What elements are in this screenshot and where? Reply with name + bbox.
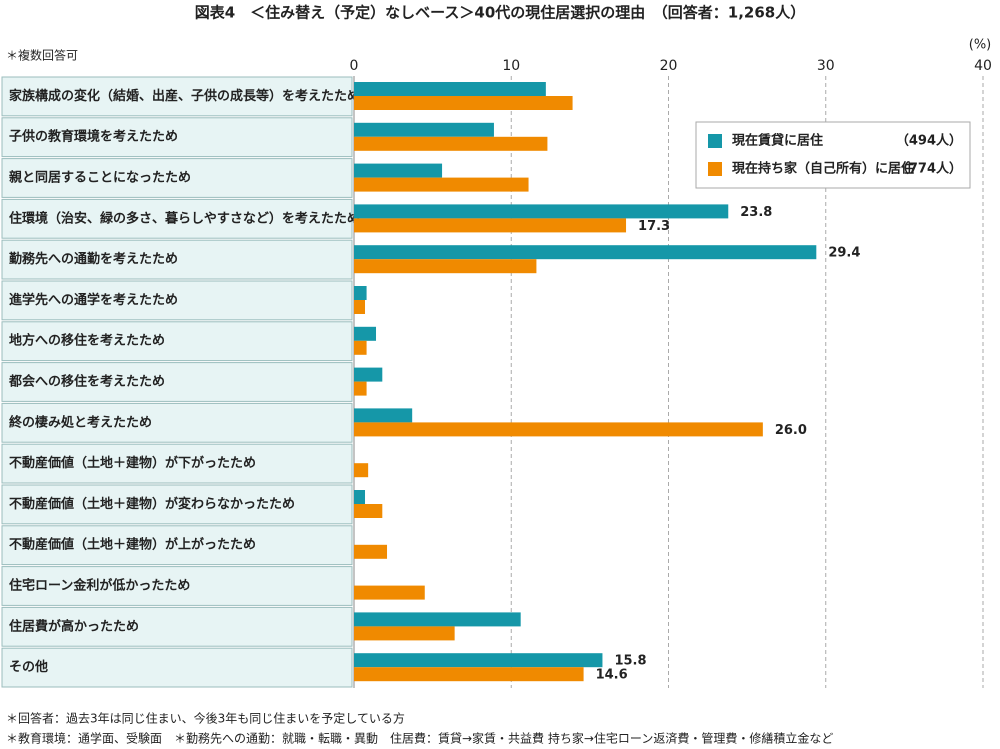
x-tick-label: 40: [974, 58, 992, 74]
category-label: 住環境（治安、緑の多さ、暮らしやすさなど）を考えたため: [9, 210, 360, 226]
legend-count: （774人）: [896, 161, 962, 177]
value-label: 26.0: [775, 423, 807, 438]
category-cell: [1, 443, 353, 484]
bar: [354, 122, 494, 137]
category-cell: [1, 647, 353, 688]
x-tick-label: 20: [660, 58, 678, 74]
category-label: 勤務先への通勤を考えたため: [9, 251, 178, 267]
category-cell: [1, 239, 353, 280]
bar: [354, 612, 521, 627]
category-label: 住宅ローン金利が低かったため: [9, 578, 190, 594]
bar: [354, 667, 584, 682]
bar: [354, 163, 443, 178]
category-label: その他: [9, 659, 48, 675]
bar: [354, 367, 383, 382]
bar: [354, 326, 377, 341]
legend-swatch: [708, 134, 722, 148]
category-label: 不動産価値（土地＋建物）が下がったため: [9, 455, 256, 471]
category-label: 住居費が高かったため: [9, 618, 139, 634]
bar: [354, 245, 817, 260]
footnote: ＊教育環境：通学面、受験面 ＊勤務先への通勤：就職・転職・異動 住居費：賃貸→家…: [6, 731, 833, 746]
x-tick-label: 10: [502, 58, 520, 74]
category-label: 不動産価値（土地＋建物）が変わらなかったため: [9, 496, 295, 512]
category-cell: [1, 566, 353, 606]
bar: [354, 96, 573, 110]
bar: [354, 626, 455, 641]
x-tick-label: 0: [350, 58, 359, 74]
legend-swatch: [708, 162, 722, 176]
bar: [354, 463, 369, 478]
unit-label: (%): [969, 38, 992, 53]
category-label: 子供の教育環境を考えたため: [9, 129, 178, 145]
bar: [354, 544, 388, 559]
category-cell: [1, 362, 353, 402]
category-label: 不動産価値（土地＋建物）が上がったため: [9, 537, 256, 553]
category-cell: [1, 321, 353, 362]
bar: [354, 340, 367, 355]
category-cell: [1, 158, 353, 198]
category-label: 親と同居することになったため: [9, 170, 191, 186]
category-cell: [1, 484, 353, 525]
category-label: 都会への移住を考えたため: [8, 374, 165, 390]
value-label: 15.8: [614, 654, 646, 669]
bar: [354, 259, 537, 274]
category-label: 終の棲み処と考えたため: [9, 414, 152, 430]
category-label: 地方への移住を考えたため: [9, 333, 165, 349]
x-tick-label: 30: [817, 58, 835, 74]
category-cell: [1, 606, 353, 647]
legend-label: 現在持ち家（自己所有）に居住: [732, 161, 914, 177]
legend-box: [695, 121, 971, 189]
legend-label: 現在賃貸に居住: [732, 133, 823, 149]
category-cell: [1, 402, 353, 443]
bar: [354, 585, 425, 600]
chart-title: 図表4 ＜住み替え（予定）なしベース＞40代の現住居選択の理由 （回答者：1,2…: [195, 4, 806, 22]
bar: [354, 490, 366, 504]
category-label: 進学先への通学を考えたため: [9, 292, 178, 308]
bar: [354, 408, 413, 423]
category-cell: [1, 76, 353, 117]
bar: [354, 653, 603, 668]
note: ＊複数回答可: [6, 48, 78, 63]
bar: [354, 381, 367, 396]
category-cell: [1, 280, 353, 321]
value-label: 29.4: [828, 246, 860, 261]
bar: [354, 204, 729, 219]
category-cell: [1, 198, 353, 239]
legend-count: （494人）: [896, 133, 962, 149]
category-cell: [1, 117, 353, 158]
bar: [354, 82, 546, 96]
category-cell: [1, 525, 353, 566]
value-label: 17.3: [638, 219, 670, 234]
bar: [354, 177, 529, 192]
value-label: 14.6: [596, 668, 628, 683]
bar: [354, 422, 763, 437]
footnote: ＊回答者：過去3年は同じ住まい、今後3年も同じ住まいを予定している方: [6, 711, 405, 726]
bar: [354, 218, 627, 233]
category-label: 家族構成の変化（結婚、出産、子供の成長等）を考えたため: [9, 88, 360, 104]
bar: [354, 136, 548, 151]
bar: [354, 286, 367, 300]
bar: [354, 504, 383, 518]
bar: [354, 300, 366, 314]
value-label: 23.8: [740, 205, 772, 220]
